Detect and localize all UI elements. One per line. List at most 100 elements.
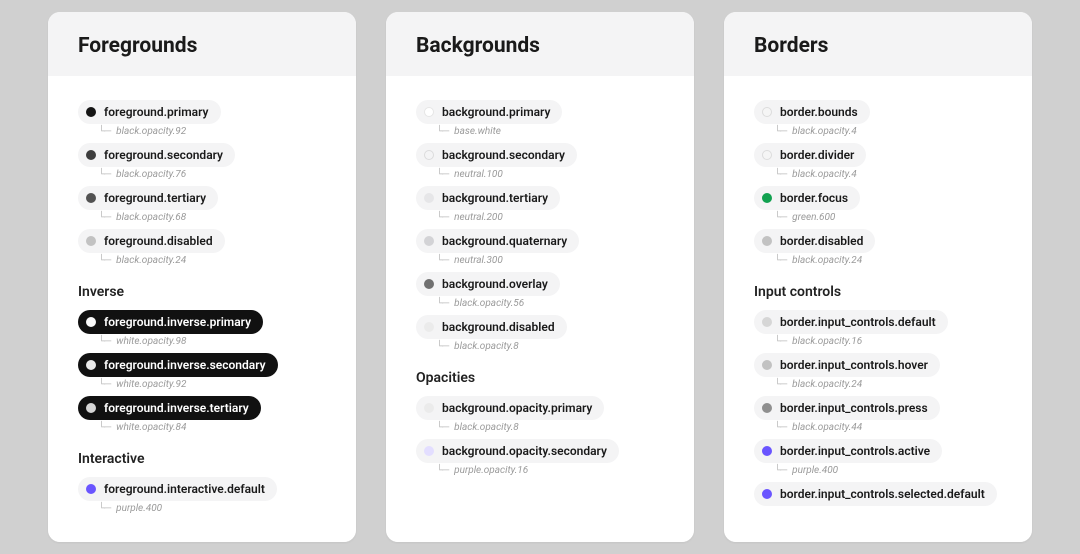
color-token: foreground.tertiary └─black.opacity.68	[78, 186, 326, 223]
token-pill[interactable]: background.opacity.primary	[416, 396, 604, 420]
token-ref-row: └─white.opacity.92	[78, 377, 326, 390]
token-ref: black.opacity.4	[792, 169, 857, 180]
token-pill[interactable]: border.divider	[754, 143, 866, 167]
token-ref-row: └─ black.opacity.56	[416, 296, 664, 309]
token-ref-row: └─black.opacity.8	[416, 420, 664, 433]
color-token: background.opacity.secondary└─purple.opa…	[416, 439, 664, 476]
token-pill[interactable]: border.input_controls.active	[754, 439, 942, 463]
token-ref: black.opacity.68	[116, 212, 186, 223]
token-name: foreground.disabled	[104, 234, 213, 248]
section-heading: Input controls	[754, 284, 1002, 300]
swatch-icon	[424, 403, 434, 413]
token-name: background.opacity.primary	[442, 401, 592, 415]
token-pill[interactable]: background.disabled	[416, 315, 567, 339]
token-reference-page: Foregroundsforeground.primary└─black.opa…	[0, 0, 1080, 554]
token-ref-row: └─neutral.100	[416, 167, 664, 180]
token-pill[interactable]: border.input_controls.selected.default	[754, 482, 997, 506]
token-ref-row: └─base.white	[416, 124, 664, 137]
token-ref: black.opacity.92	[116, 126, 186, 137]
color-token: background.tertiary└─neutral.200	[416, 186, 664, 223]
token-pill[interactable]: foreground.secondary	[78, 143, 235, 167]
token-pill[interactable]: foreground.inverse.tertiary	[78, 396, 261, 420]
token-name: foreground.primary	[104, 105, 209, 119]
swatch-icon	[424, 236, 434, 246]
color-token: foreground.primary └─black.opacity.92	[78, 100, 326, 137]
token-name: background.tertiary	[442, 191, 548, 205]
token-name: foreground.inverse.tertiary	[104, 401, 249, 415]
token-pill[interactable]: background.quaternary	[416, 229, 579, 253]
swatch-icon	[762, 236, 772, 246]
swatch-icon	[86, 150, 96, 160]
token-ref-row: └─green.600	[754, 210, 1002, 223]
ref-arrow-icon: └─	[436, 298, 448, 309]
panel: Foregroundsforeground.primary└─black.opa…	[48, 12, 356, 542]
token-pill[interactable]: foreground.primary	[78, 100, 221, 124]
color-token: background.opacity.primary └─black.opacit…	[416, 396, 664, 433]
token-ref: black.opacity.16	[792, 336, 862, 347]
token-ref: white.opacity.92	[116, 379, 186, 390]
token-pill[interactable]: background.opacity.secondary	[416, 439, 619, 463]
token-pill[interactable]: foreground.inverse.primary	[78, 310, 263, 334]
token-ref-row: └─black.opacity.24	[754, 253, 1002, 266]
section-heading: Opacities	[416, 370, 664, 386]
token-ref: green.600	[792, 212, 835, 223]
ref-arrow-icon: └─	[436, 169, 448, 180]
token-pill[interactable]: foreground.interactive.default	[78, 477, 277, 501]
panel-header: Backgrounds	[386, 12, 694, 76]
token-pill[interactable]: background.secondary	[416, 143, 577, 167]
ref-arrow-icon: └─	[436, 126, 448, 137]
token-name: border.input_controls.press	[780, 401, 928, 415]
swatch-icon	[762, 360, 772, 370]
token-pill[interactable]: background.tertiary	[416, 186, 560, 210]
swatch-icon	[424, 150, 434, 160]
token-name: foreground.tertiary	[104, 191, 206, 205]
token-ref: black.opacity.56	[454, 298, 524, 309]
panel-title: Borders	[754, 34, 1002, 58]
color-token: foreground.disabled └─ black.opacity.24	[78, 229, 326, 266]
panel-body: background.primary└─base.white background…	[386, 76, 694, 542]
token-ref-row: └─ black.opacity.44	[754, 420, 1002, 433]
token-ref: black.opacity.44	[792, 422, 862, 433]
swatch-icon	[762, 446, 772, 456]
token-pill[interactable]: border.bounds	[754, 100, 870, 124]
token-ref: white.opacity.84	[116, 422, 186, 433]
token-pill[interactable]: foreground.tertiary	[78, 186, 218, 210]
panel: Borders border.bounds └─ black.opacity.4 bor…	[724, 12, 1032, 542]
token-pill[interactable]: border.input_controls.default	[754, 310, 948, 334]
ref-arrow-icon: └─	[436, 341, 448, 352]
ref-arrow-icon: └─	[774, 255, 786, 266]
token-ref-row: └─white.opacity.84	[78, 420, 326, 433]
color-token: border.bounds└─black.opacity.4	[754, 100, 1002, 137]
swatch-icon	[424, 107, 434, 117]
token-pill[interactable]: background.overlay	[416, 272, 560, 296]
token-pill[interactable]: border.input_controls.press	[754, 396, 940, 420]
token-ref: black.opacity.8	[454, 422, 519, 433]
token-ref-row: └─black.opacity.8	[416, 339, 664, 352]
ref-arrow-icon: └─	[774, 422, 786, 433]
color-token: border.input_controls.hover└─black.opaci…	[754, 353, 1002, 390]
token-name: border.input_controls.active	[780, 444, 930, 458]
ref-arrow-icon: └─	[98, 169, 110, 180]
token-name: border.input_controls.default	[780, 315, 936, 329]
ref-arrow-icon: └─	[436, 255, 448, 266]
token-ref: black.opacity.24	[116, 255, 186, 266]
token-pill[interactable]: border.focus	[754, 186, 860, 210]
token-ref-row: └─black.opacity.16	[754, 334, 1002, 347]
token-pill[interactable]: foreground.disabled	[78, 229, 225, 253]
ref-arrow-icon: └─	[98, 255, 110, 266]
token-pill[interactable]: border.disabled	[754, 229, 875, 253]
token-pill[interactable]: background.primary	[416, 100, 562, 124]
panel: Backgroundsbackground.primary└─base.whit…	[386, 12, 694, 542]
token-pill[interactable]: border.input_controls.hover	[754, 353, 940, 377]
color-token: foreground.inverse.tertiary └─white.opaci…	[78, 396, 326, 433]
ref-arrow-icon: └─	[774, 465, 786, 476]
token-name: border.disabled	[780, 234, 863, 248]
color-token: foreground.interactive.default└─purple.4…	[78, 477, 326, 514]
token-ref-row: └─black.opacity.92	[78, 124, 326, 137]
color-token: background.overlay └─ black.opacity.56	[416, 272, 664, 309]
token-ref-row: └─neutral.300	[416, 253, 664, 266]
ref-arrow-icon: └─	[774, 126, 786, 137]
token-ref-row: └─black.opacity.68	[78, 210, 326, 223]
token-pill[interactable]: foreground.inverse.secondary	[78, 353, 278, 377]
ref-arrow-icon: └─	[98, 503, 110, 514]
